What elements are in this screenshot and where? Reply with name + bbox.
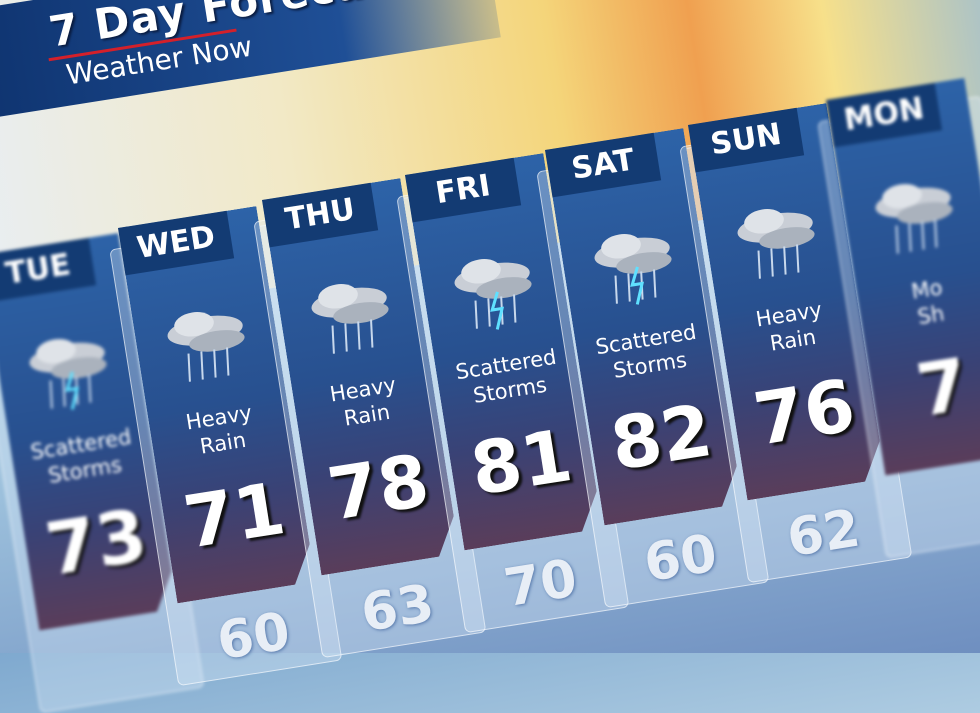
storm-cloud-icon (454, 259, 532, 330)
day-column-fri: FRI Scattered Storms 81 70 (396, 153, 630, 634)
storm-cloud-icon (594, 234, 672, 305)
rain-cloud-icon (167, 312, 245, 382)
rain-cloud-icon (311, 284, 389, 354)
day-column-sun: SUN Heavy Rain 76 62 (679, 103, 913, 584)
rain-cloud-icon (737, 209, 815, 279)
storm-cloud-icon (29, 339, 107, 410)
day-column-mon: MON Mo Sh 7 (817, 78, 980, 559)
day-column-thu: THU Heavy Rain 78 63 (253, 178, 487, 659)
day-column-sat: SAT Scattered Storms 82 60 (536, 128, 770, 609)
day-column-wed: WED Heavy Rain 71 60 (109, 206, 343, 687)
day-column-tue: TUE Scattered Storms 73 (0, 233, 205, 713)
rain-cloud-icon (875, 184, 953, 254)
